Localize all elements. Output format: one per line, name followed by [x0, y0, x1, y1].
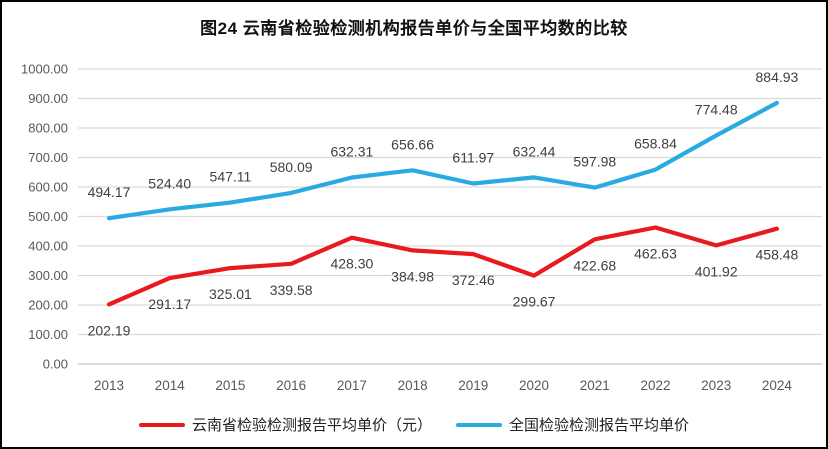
chart-legend: 云南省检验检测报告平均单价（元） 全国检验检测报告平均单价 — [2, 414, 826, 435]
data-point-label: 524.40 — [148, 175, 191, 191]
x-axis-tick-label: 2016 — [276, 378, 306, 393]
data-point-label: 580.09 — [270, 159, 313, 175]
data-point-label: 884.93 — [756, 69, 799, 85]
legend-item: 云南省检验检测报告平均单价（元） — [138, 414, 432, 435]
data-point-label: 384.98 — [391, 268, 434, 284]
data-point-label: 299.67 — [513, 294, 556, 310]
x-axis-tick-label: 2018 — [398, 378, 428, 393]
data-point-label: 547.11 — [210, 169, 252, 185]
legend-label: 云南省检验检测报告平均单价（元） — [191, 417, 432, 434]
series-line — [106, 100, 780, 221]
data-point-label: 325.01 — [209, 286, 252, 302]
y-axis-tick-label: 500.00 — [28, 209, 68, 224]
data-point-label: 462.63 — [634, 246, 677, 262]
y-axis-tick-label: 700.00 — [28, 150, 68, 165]
legend-line-swatch — [456, 422, 502, 427]
x-axis-tick-label: 2014 — [155, 378, 186, 393]
x-axis-tick-label: 2023 — [701, 378, 731, 393]
data-point-label: 494.17 — [88, 184, 131, 200]
data-point-label: 422.68 — [573, 257, 616, 273]
data-point-label: 372.46 — [452, 272, 495, 288]
y-axis-tick-label: 1000.00 — [21, 62, 68, 77]
y-axis-tick-label: 100.00 — [28, 327, 68, 342]
data-point-label: 458.48 — [756, 247, 799, 263]
data-point-label: 339.58 — [270, 282, 313, 298]
y-axis-tick-label: 900.00 — [28, 91, 68, 106]
x-axis-tick-label: 2021 — [580, 378, 610, 393]
y-axis-tick-label: 600.00 — [28, 180, 68, 195]
data-point-label: 632.44 — [513, 143, 556, 159]
legend-line-swatch — [138, 422, 185, 427]
x-axis-tick-label: 2013 — [94, 378, 124, 393]
data-point-label: 774.48 — [695, 102, 738, 118]
y-axis-tick-label: 800.00 — [28, 121, 68, 136]
data-point-label: 202.19 — [88, 322, 131, 338]
legend-label: 全国检验检测报告平均单价 — [509, 417, 690, 434]
data-point-label: 597.98 — [573, 154, 616, 170]
y-axis-tick-label: 200.00 — [28, 298, 68, 313]
x-axis-tick-label: 2024 — [762, 378, 793, 393]
data-point-label: 656.66 — [391, 136, 434, 152]
x-axis-tick-label: 2019 — [458, 378, 488, 393]
legend-item: 全国检验检测报告平均单价 — [456, 414, 689, 435]
x-axis-tick-label: 2020 — [519, 378, 549, 393]
y-axis-tick-label: 400.00 — [28, 239, 68, 254]
x-axis-tick-label: 2017 — [337, 378, 367, 393]
x-axis-tick-label: 2015 — [215, 378, 245, 393]
data-point-label: 611.97 — [452, 149, 494, 165]
x-axis-tick-label: 2022 — [640, 378, 670, 393]
chart-title: 图24 云南省检验检测机构报告单价与全国平均数的比较 — [200, 19, 628, 38]
series-line — [106, 225, 780, 307]
data-point-label: 632.31 — [330, 143, 373, 159]
data-point-label: 401.92 — [695, 263, 738, 279]
y-axis-tick-label: 0.00 — [43, 357, 68, 372]
data-point-label: 428.30 — [330, 256, 373, 272]
data-point-label: 658.84 — [634, 136, 677, 152]
data-point-label: 291.17 — [148, 296, 191, 312]
y-axis-tick-label: 300.00 — [28, 268, 68, 283]
